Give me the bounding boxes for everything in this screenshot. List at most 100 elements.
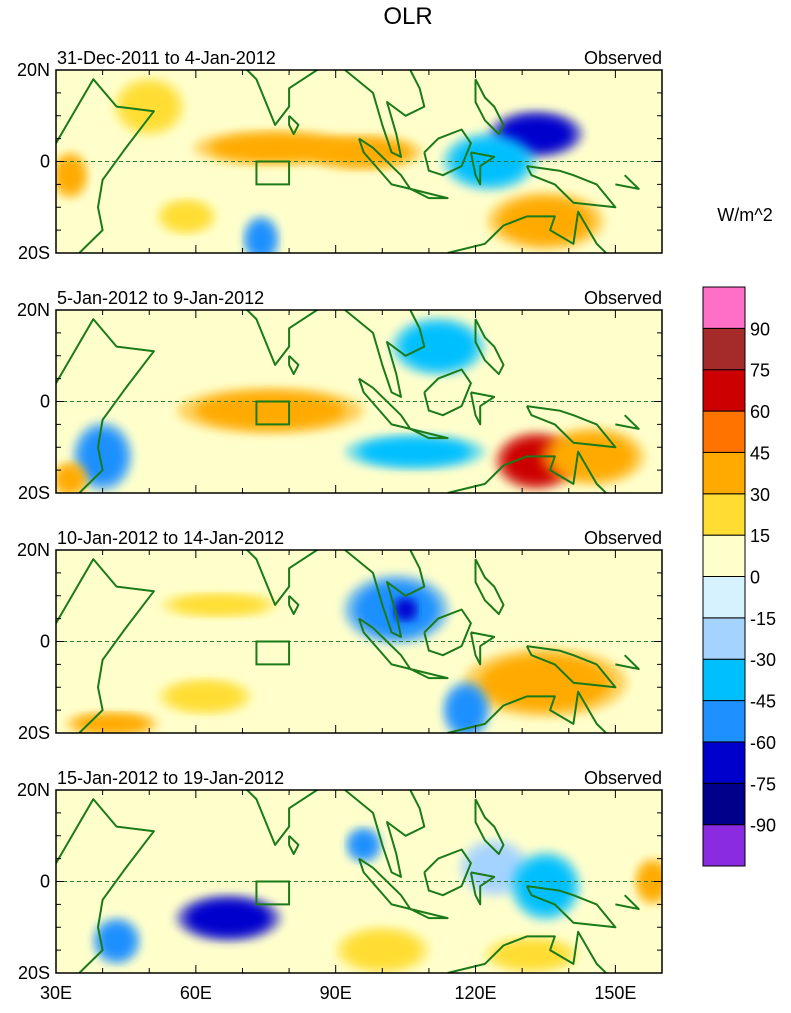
anomaly-blob — [186, 899, 271, 937]
coastline — [245, 790, 320, 846]
colorbar-tick-label: -45 — [750, 692, 776, 712]
coastline — [469, 871, 496, 906]
panel-observed-label: Observed — [584, 528, 662, 548]
colorbar-tick-label: 45 — [750, 443, 770, 463]
coastline — [409, 187, 449, 200]
panel-observed-label: Observed — [584, 48, 662, 68]
anomaly-blob — [56, 156, 84, 194]
coastline — [474, 558, 505, 615]
coastline — [56, 318, 155, 493]
coastline — [288, 355, 300, 376]
coastline — [525, 165, 617, 209]
colorbar-swatch — [702, 617, 746, 660]
anomaly-blob — [163, 202, 210, 231]
x-tick-label: 90E — [320, 983, 352, 1003]
coastline — [245, 550, 320, 606]
colorbar-swatch — [702, 782, 746, 826]
y-tick-label: 20S — [18, 963, 50, 983]
anomaly-field — [56, 310, 645, 493]
colorbar-tick-label: 15 — [750, 526, 770, 546]
index-box — [255, 640, 291, 666]
colorbar-tick-label: -60 — [750, 733, 776, 753]
colorbar-tick-label: 60 — [750, 402, 770, 422]
y-tick-label: 20N — [17, 780, 50, 800]
coastline — [423, 128, 472, 177]
y-tick-label: 0 — [40, 392, 50, 412]
coastline — [615, 414, 640, 430]
anomaly-blob — [172, 595, 266, 615]
coastline — [447, 690, 607, 733]
y-tick-label: 20N — [17, 300, 50, 320]
coastline — [525, 405, 617, 449]
olr-panel: 20N 0 20S 10-Jan-2012 to 14-Jan-2012 Observe… — [17, 528, 663, 743]
coastline — [474, 318, 505, 376]
coastline — [56, 798, 155, 973]
coastline — [409, 668, 449, 680]
coastline — [409, 427, 449, 440]
colorbar-tick-label: 0 — [750, 568, 760, 588]
colorbar-swatch — [702, 451, 746, 495]
coastline — [409, 908, 449, 920]
coastline — [447, 450, 607, 493]
colorbar-tick-label: -90 — [750, 816, 776, 836]
coastline — [423, 608, 472, 657]
colorbar-swatch — [702, 327, 746, 371]
coastline — [447, 210, 607, 253]
x-tick-label: 150E — [594, 983, 636, 1003]
x-tick-label: 120E — [455, 983, 497, 1003]
y-tick-label: 20S — [18, 483, 50, 503]
coastline — [344, 550, 426, 638]
coastline — [615, 894, 640, 910]
colorbar-swatch — [702, 493, 746, 536]
index-box — [255, 160, 291, 186]
coastline — [469, 391, 496, 426]
coastline — [288, 835, 300, 855]
figure-title: OLR — [383, 3, 432, 30]
coastline — [469, 151, 496, 186]
coastline — [288, 595, 300, 615]
coastline — [474, 798, 505, 855]
anomaly-field — [56, 790, 662, 973]
index-box — [255, 880, 291, 906]
colorbar-swatch — [702, 741, 746, 784]
y-tick-label: 0 — [40, 632, 50, 652]
coastline — [615, 174, 640, 190]
y-tick-label: 20S — [18, 243, 50, 263]
olr-panel: 20N 0 20S 15-Jan-2012 to 19-Jan-2012 Observe… — [17, 768, 663, 983]
panels-group: 20N 0 20S 31-Dec-2011 to 4-Jan-2012 Observed… — [17, 48, 663, 1003]
olr-panel: 20N 0 20S 5-Jan-2012 to 9-Jan-2012 Observed — [17, 288, 663, 503]
anomaly-blob — [480, 655, 611, 711]
colorbar-tick-label: -30 — [750, 650, 776, 670]
coastline — [525, 885, 617, 929]
anomaly-blob — [498, 198, 593, 244]
colorbar-swatch — [702, 824, 746, 867]
coastline — [615, 654, 640, 670]
coastline — [474, 78, 505, 136]
colorbar-swatch — [702, 658, 746, 702]
colorbar-tick-label: -15 — [750, 609, 776, 629]
coastline — [288, 115, 300, 136]
anomaly-field — [56, 70, 640, 253]
olr-panel: 20N 0 20S 31-Dec-2011 to 4-Jan-2012 Observed — [17, 48, 663, 263]
coastline — [56, 558, 155, 733]
anomaly-blob — [466, 844, 523, 891]
colorbar-tick-label: 90 — [750, 319, 770, 339]
coastline — [245, 310, 320, 366]
anomaly-blob — [396, 600, 415, 619]
anomaly-blob — [97, 922, 136, 960]
anomaly-blob — [349, 831, 378, 859]
colorbar-tick-label: 75 — [750, 361, 770, 381]
y-tick-label: 20N — [17, 60, 50, 80]
panel-period-label: 15-Jan-2012 to 19-Jan-2012 — [57, 768, 284, 788]
anomaly-blob — [247, 220, 276, 253]
anomaly-blob — [74, 714, 150, 733]
panel-period-label: 5-Jan-2012 to 9-Jan-2012 — [57, 288, 264, 308]
colorbar-tick-label: -75 — [750, 774, 776, 794]
coastline — [344, 310, 426, 398]
colorbar-swatch — [702, 534, 746, 578]
colorbar: -90 -75 -60 -45 -30 -15 0 15 30 45 60 75 90 — [702, 286, 776, 867]
anomaly-blob — [359, 438, 471, 466]
panel-period-label: 31-Dec-2011 to 4-Jan-2012 — [57, 48, 276, 68]
coastline — [56, 78, 155, 253]
coastline — [344, 790, 426, 878]
